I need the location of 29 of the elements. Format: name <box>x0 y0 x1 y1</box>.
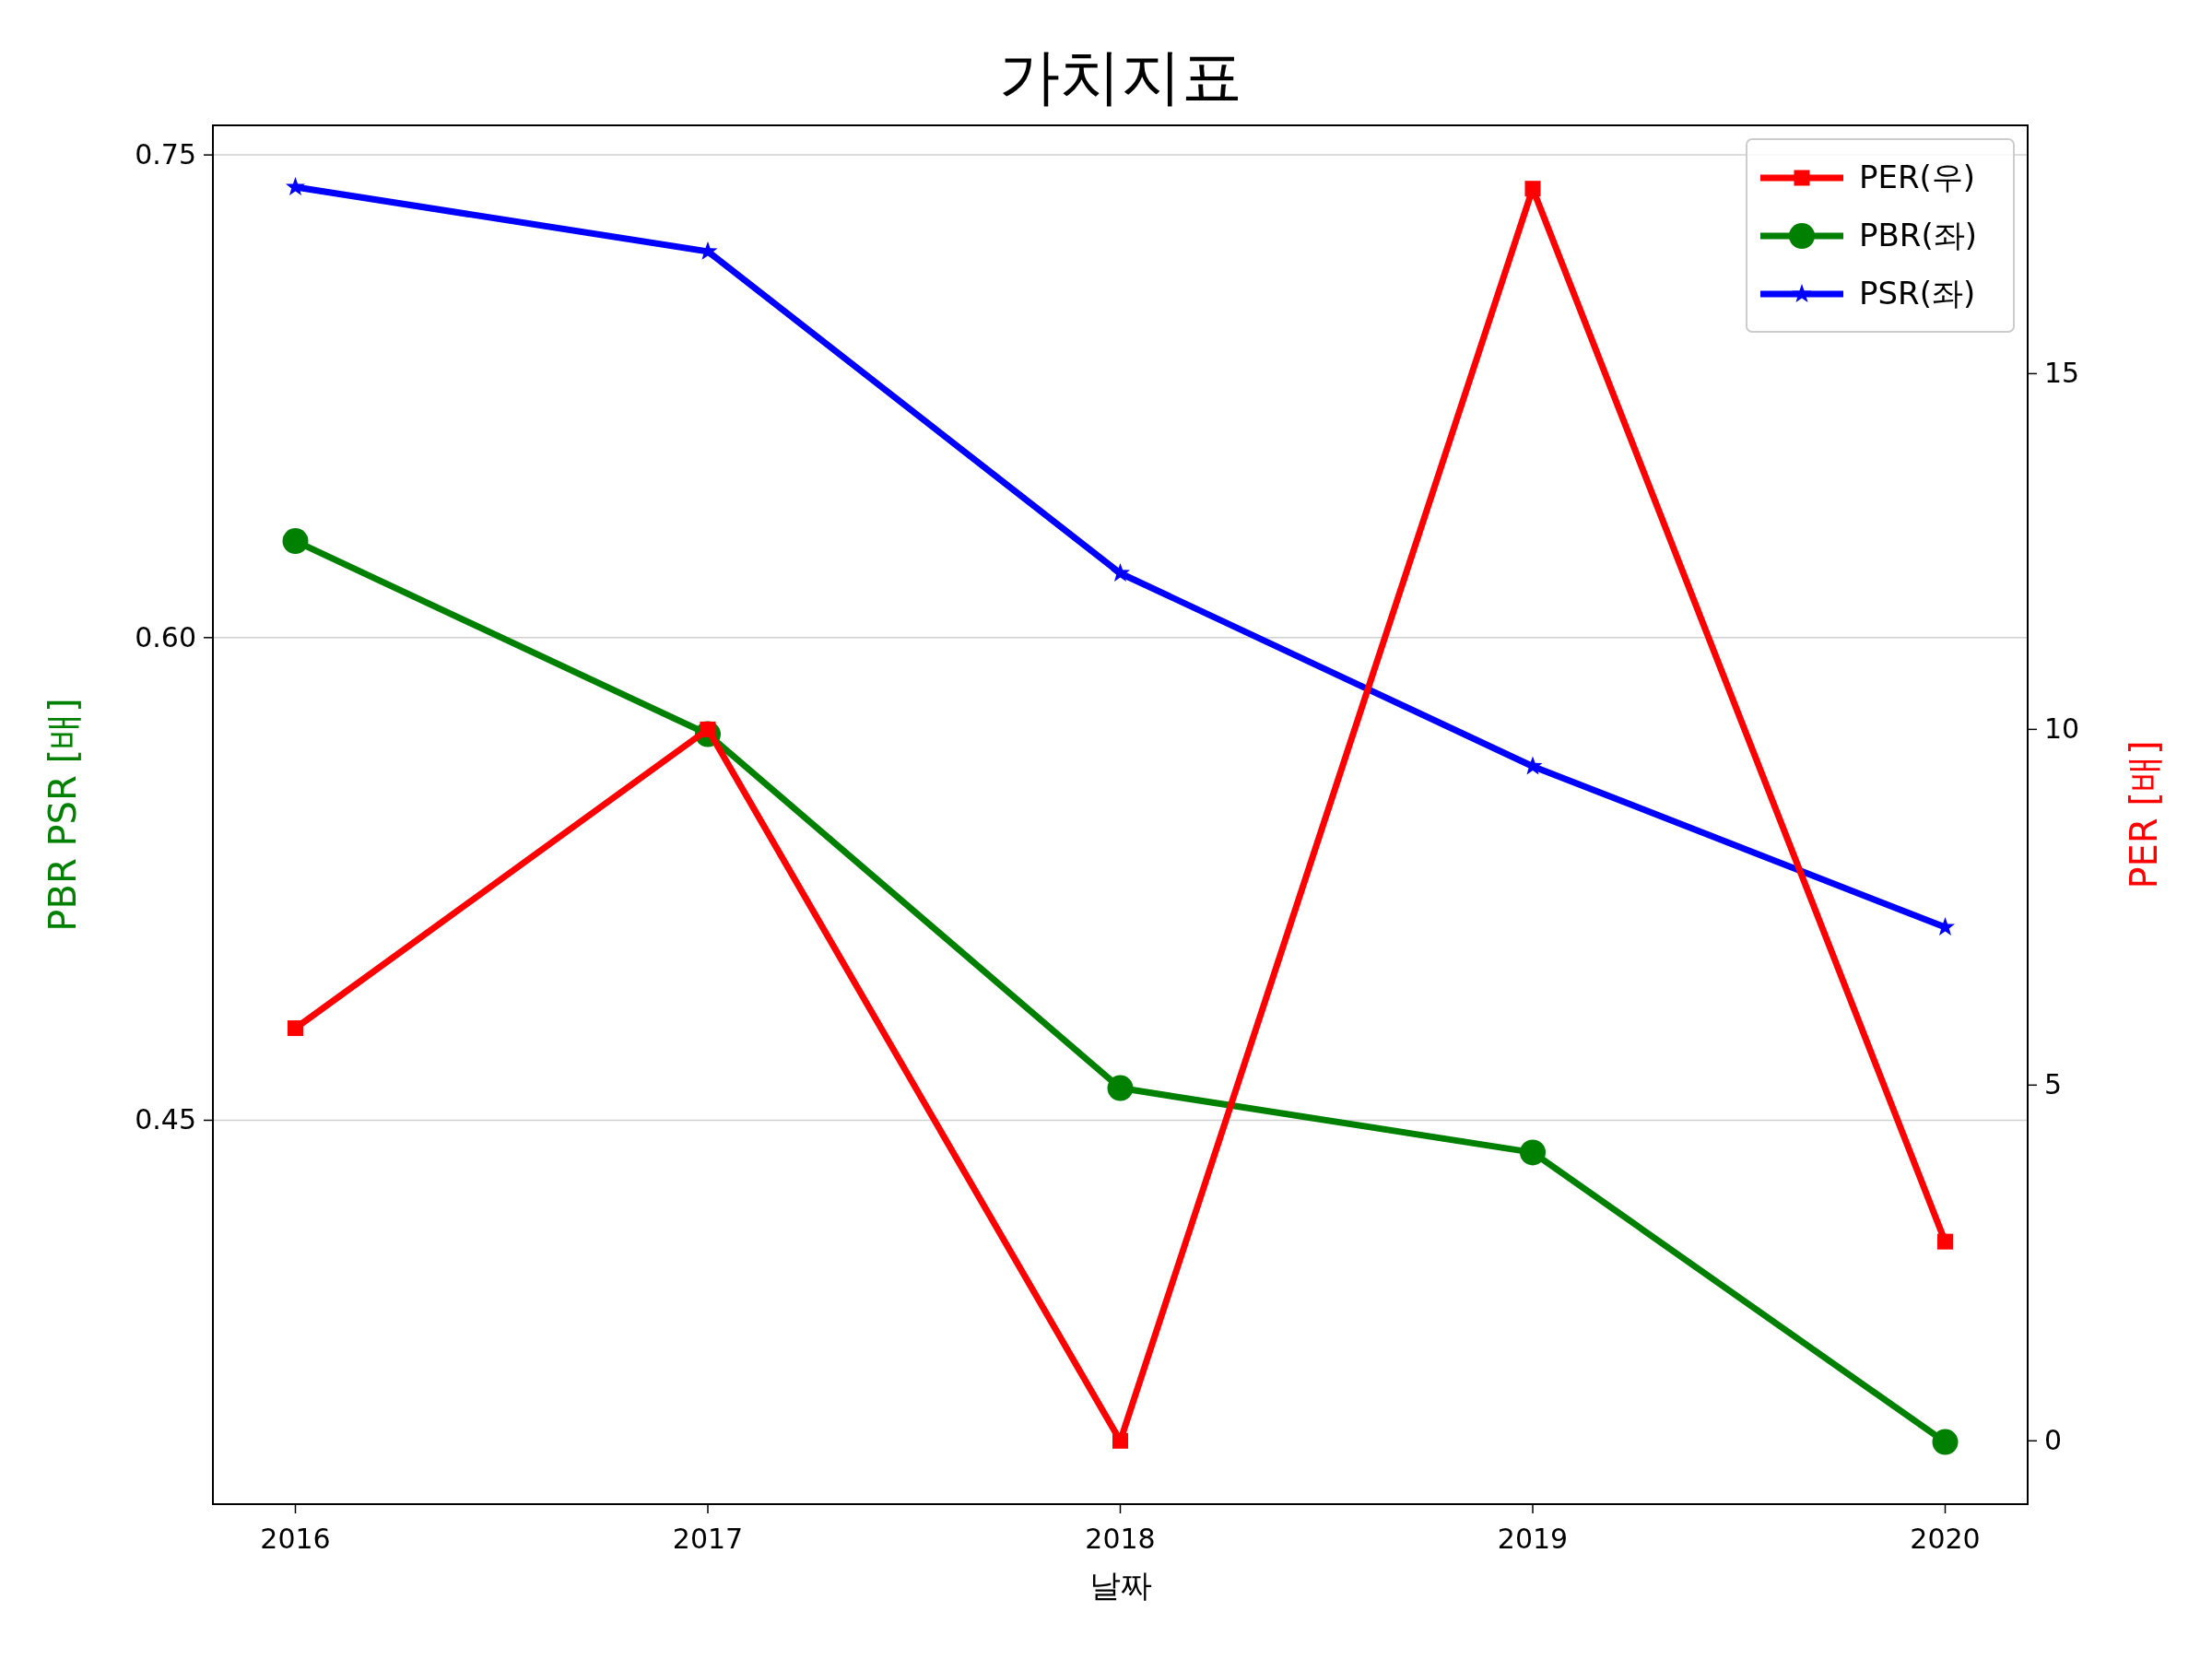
chart-title: 가치지표 <box>998 41 1242 112</box>
y2-axis-title: PER [배] <box>2123 740 2165 889</box>
y-tick-label: 0.45 <box>135 1103 196 1136</box>
y-tick-label: 0.75 <box>135 138 196 171</box>
point <box>1524 181 1541 197</box>
point <box>1107 1075 1134 1101</box>
legend-label: PER(우) <box>1859 159 1976 195</box>
x-tick-label: 2016 <box>260 1523 331 1555</box>
y2-tick-label: 0 <box>2044 1424 2063 1457</box>
point <box>1112 1432 1128 1449</box>
point <box>1937 1233 1953 1250</box>
x-tick-label: 2020 <box>1910 1523 1981 1555</box>
point <box>286 177 305 195</box>
x-tick-label: 2017 <box>672 1523 744 1555</box>
point <box>1111 563 1130 582</box>
y-axis-title: PBR PSR [배] <box>41 698 84 932</box>
point <box>1932 1429 1959 1455</box>
y2-tick-label: 5 <box>2044 1068 2063 1101</box>
x-axis-title: 날짜 <box>1088 1567 1152 1604</box>
legend-label: PBR(좌) <box>1859 217 1977 253</box>
x-tick-label: 2018 <box>1085 1523 1156 1555</box>
x-tick-label: 2019 <box>1497 1523 1569 1555</box>
y2-tick-label: 15 <box>2044 357 2080 390</box>
legend-label: PSR(좌) <box>1859 275 1976 312</box>
y2-tick-label: 10 <box>2044 712 2080 746</box>
point <box>288 1020 303 1037</box>
y-tick-label: 0.60 <box>135 620 196 653</box>
point <box>282 528 309 555</box>
point <box>1520 1139 1546 1166</box>
